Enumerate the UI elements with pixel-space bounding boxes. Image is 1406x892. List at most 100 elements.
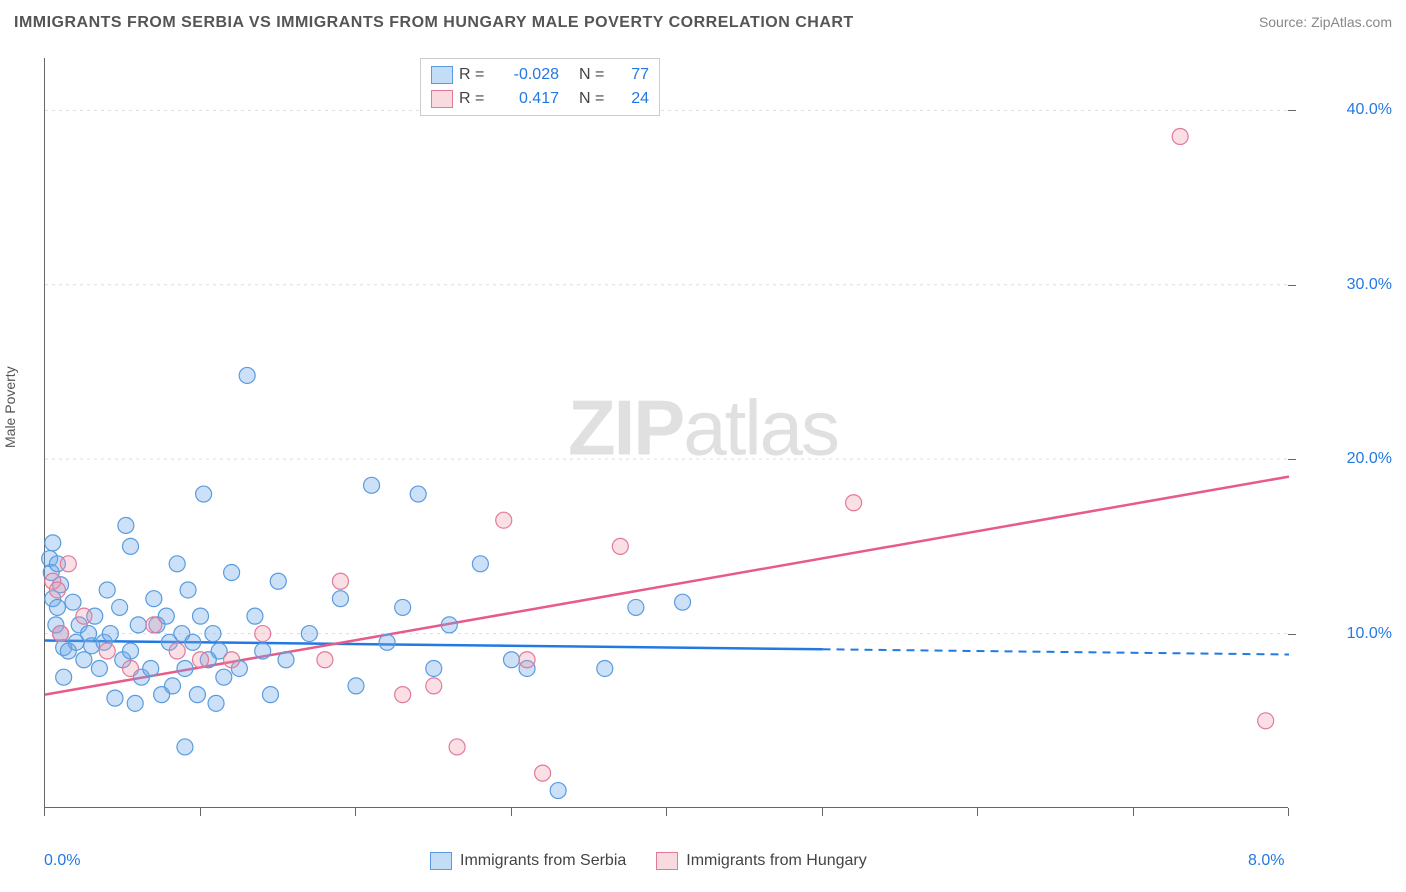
x-tick-mark xyxy=(666,808,667,816)
data-point-serbia xyxy=(123,538,139,554)
chart-svg xyxy=(45,58,1288,807)
data-point-serbia xyxy=(205,626,221,642)
y-tick-label: 20.0% xyxy=(1347,450,1392,468)
data-point-hungary xyxy=(535,765,551,781)
data-point-serbia xyxy=(65,594,81,610)
data-point-serbia xyxy=(118,517,134,533)
x-tick-mark xyxy=(822,808,823,816)
data-point-hungary xyxy=(193,652,209,668)
data-point-hungary xyxy=(224,652,240,668)
data-point-serbia xyxy=(99,582,115,598)
data-point-serbia xyxy=(130,617,146,633)
chart-title: IMMIGRANTS FROM SERBIA VS IMMIGRANTS FRO… xyxy=(14,14,854,32)
data-point-serbia xyxy=(278,652,294,668)
data-point-serbia xyxy=(127,695,143,711)
data-point-serbia xyxy=(426,660,442,676)
correlation-chart: IMMIGRANTS FROM SERBIA VS IMMIGRANTS FRO… xyxy=(0,0,1406,892)
y-tick-label: 40.0% xyxy=(1347,101,1392,119)
data-point-serbia xyxy=(91,660,107,676)
swatch-serbia-icon xyxy=(431,66,453,84)
data-point-serbia xyxy=(239,367,255,383)
legend-item-hungary: Immigrants from Hungary xyxy=(656,852,867,870)
data-point-serbia xyxy=(146,591,162,607)
data-point-serbia xyxy=(185,634,201,650)
data-point-hungary xyxy=(146,617,162,633)
n-value-serbia: 77 xyxy=(619,66,649,84)
data-point-hungary xyxy=(426,678,442,694)
data-point-serbia xyxy=(189,687,205,703)
legend-label: Immigrants from Serbia xyxy=(460,852,626,870)
data-point-hungary xyxy=(60,556,76,572)
x-tick-mark xyxy=(200,808,201,816)
data-point-serbia xyxy=(628,599,644,615)
n-label: N = xyxy=(579,66,613,84)
data-point-hungary xyxy=(123,660,139,676)
data-point-hungary xyxy=(1172,128,1188,144)
data-point-serbia xyxy=(107,690,123,706)
x-tick-mark xyxy=(1133,808,1134,816)
data-point-hungary xyxy=(76,608,92,624)
data-point-serbia xyxy=(216,669,232,685)
r-value-serbia: -0.028 xyxy=(499,66,559,84)
data-point-serbia xyxy=(410,486,426,502)
swatch-serbia-icon xyxy=(430,852,452,870)
data-point-serbia xyxy=(597,660,613,676)
data-point-hungary xyxy=(332,573,348,589)
data-point-serbia xyxy=(143,660,159,676)
data-point-serbia xyxy=(196,486,212,502)
data-point-hungary xyxy=(395,687,411,703)
data-point-serbia xyxy=(262,687,278,703)
y-tick-label: 30.0% xyxy=(1347,276,1392,294)
plot-area xyxy=(44,58,1288,808)
data-point-hungary xyxy=(53,626,69,642)
x-tick-mark xyxy=(977,808,978,816)
data-point-serbia xyxy=(441,617,457,633)
swatch-hungary-icon xyxy=(656,852,678,870)
legend-item-serbia: Immigrants from Serbia xyxy=(430,852,626,870)
data-point-serbia xyxy=(180,582,196,598)
swatch-hungary-icon xyxy=(431,90,453,108)
data-point-serbia xyxy=(270,573,286,589)
data-point-hungary xyxy=(846,495,862,511)
data-point-hungary xyxy=(519,652,535,668)
y-tick-label: 10.0% xyxy=(1347,625,1392,643)
legend-label: Immigrants from Hungary xyxy=(686,852,867,870)
data-point-serbia xyxy=(169,556,185,572)
data-point-serbia xyxy=(177,739,193,755)
r-value-hungary: 0.417 xyxy=(499,90,559,108)
x-tick-mark xyxy=(1288,808,1289,816)
n-value-hungary: 24 xyxy=(619,90,649,108)
x-tick-mark xyxy=(355,808,356,816)
data-point-hungary xyxy=(1258,713,1274,729)
data-point-serbia xyxy=(364,477,380,493)
series-legend: Immigrants from Serbia Immigrants from H… xyxy=(430,852,867,870)
data-point-serbia xyxy=(472,556,488,572)
data-point-serbia xyxy=(208,695,224,711)
data-point-hungary xyxy=(496,512,512,528)
data-point-serbia xyxy=(49,599,65,615)
data-point-serbia xyxy=(332,591,348,607)
data-point-serbia xyxy=(76,652,92,668)
data-point-serbia xyxy=(247,608,263,624)
data-point-serbia xyxy=(56,669,72,685)
data-point-serbia xyxy=(112,599,128,615)
data-point-serbia xyxy=(301,626,317,642)
data-point-serbia xyxy=(504,652,520,668)
data-point-hungary xyxy=(49,582,65,598)
x-tick-label: 0.0% xyxy=(44,852,80,870)
r-label: R = xyxy=(459,66,493,84)
data-point-hungary xyxy=(169,643,185,659)
data-point-serbia xyxy=(675,594,691,610)
x-tick-label: 8.0% xyxy=(1248,852,1284,870)
data-point-serbia xyxy=(102,626,118,642)
data-point-serbia xyxy=(379,634,395,650)
stats-row-serbia: R = -0.028 N = 77 xyxy=(431,63,649,87)
data-point-hungary xyxy=(612,538,628,554)
data-point-serbia xyxy=(348,678,364,694)
data-point-serbia xyxy=(45,535,61,551)
stats-legend: R = -0.028 N = 77 R = 0.417 N = 24 xyxy=(420,58,660,116)
data-point-serbia xyxy=(255,643,271,659)
data-point-serbia xyxy=(123,643,139,659)
data-point-serbia xyxy=(193,608,209,624)
data-point-serbia xyxy=(177,660,193,676)
